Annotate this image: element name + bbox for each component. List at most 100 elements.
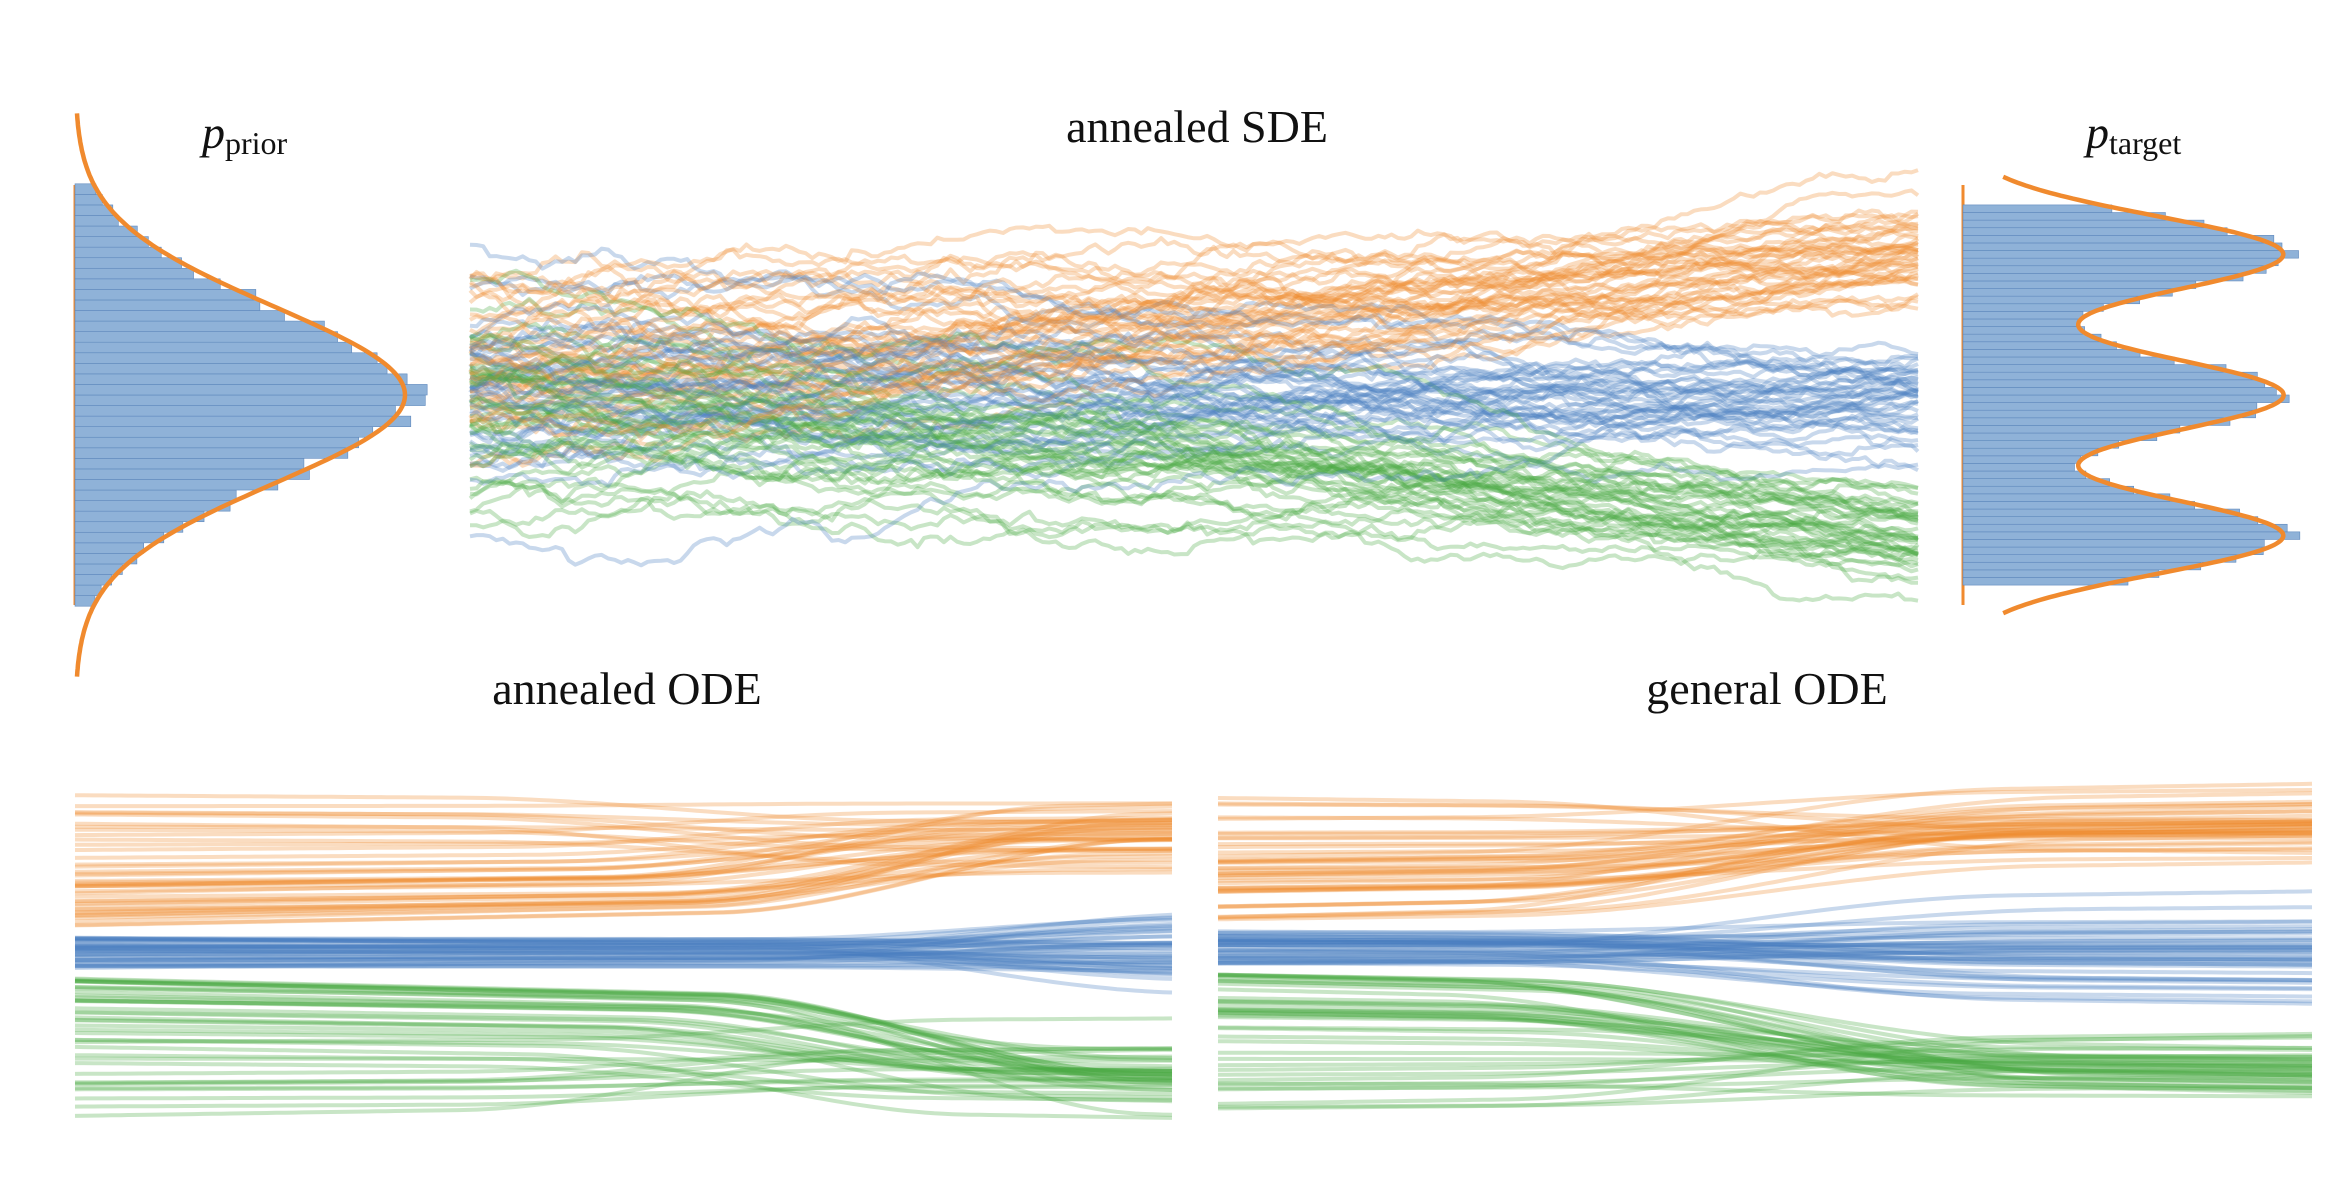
ode-trajectory — [1217, 823, 2313, 920]
sde-trajectory — [469, 400, 1919, 448]
sde-trajectory — [469, 394, 1919, 522]
sde-trajectory — [469, 410, 1918, 543]
ode-trajectory — [1217, 809, 2313, 894]
ode-trajectory — [74, 935, 1173, 995]
sde-trajectory — [468, 239, 1919, 315]
ode-trajectory — [1218, 943, 2312, 950]
sde-trajectory — [468, 315, 1919, 378]
target-histogram-bar — [1962, 257, 2279, 267]
prior-histogram-bar — [74, 331, 338, 343]
ode-trajectory — [74, 979, 1173, 1080]
ode-trajectory — [1217, 799, 2313, 862]
ode-trajectory — [74, 824, 1172, 833]
ode-trajectory — [74, 986, 1173, 1062]
target-histogram-bar — [1962, 288, 2173, 297]
ode-trajectory — [1217, 1026, 2313, 1090]
prior-title: pprior — [199, 107, 288, 161]
prior-histogram-bar — [74, 405, 396, 417]
sde-trajectory — [469, 353, 1920, 542]
sde-trajectory — [469, 245, 1919, 408]
ode-trajectory — [1218, 822, 2313, 836]
sde-trajectory — [469, 490, 1919, 571]
ode-trajectory — [74, 831, 1173, 908]
ode-trajectory — [74, 979, 1173, 1077]
sde-trajectory — [468, 395, 1920, 553]
ode-trajectory — [74, 847, 1172, 885]
sde-trajectory — [469, 243, 1920, 359]
target-histogram-bar — [1962, 523, 2288, 533]
sde-trajectory — [469, 247, 1919, 303]
ode-trajectory — [75, 934, 1173, 952]
ode-trajectory — [75, 938, 1173, 958]
target-histogram-bar — [1962, 387, 2277, 396]
sde-trajectory — [469, 447, 1919, 554]
sde-trajectory — [469, 242, 1919, 376]
sde-trajectory — [469, 393, 1919, 454]
ode-trajectory — [74, 825, 1173, 917]
sde-trajectories-panel — [468, 168, 1920, 603]
sde-trajectory — [468, 424, 1919, 509]
ode-trajectory — [74, 998, 1173, 1074]
sde-trajectory — [469, 358, 1919, 406]
ode-trajectory — [74, 985, 1173, 1080]
ode-trajectory — [1217, 1033, 2313, 1106]
ode-trajectory — [1218, 961, 2312, 992]
ode-trajectory — [75, 948, 1173, 976]
ode-trajectory — [1217, 819, 2313, 878]
ode-trajectory — [1218, 939, 2312, 950]
sde-trajectory — [469, 371, 1919, 563]
target-histogram-bar — [1962, 349, 2141, 358]
sde-trajectory — [468, 362, 1919, 462]
prior-density-curve — [74, 113, 408, 677]
ode-trajectory — [74, 978, 1173, 1092]
prior-histogram-bar — [74, 215, 119, 227]
ode-trajectory — [74, 838, 1173, 920]
ode-trajectory — [74, 837, 1172, 865]
ode-trajectory — [1218, 956, 2312, 999]
sde-trajectory — [469, 375, 1920, 425]
sde-trajectory — [468, 426, 1919, 543]
ode-trajectory — [1218, 943, 2312, 957]
ode-trajectory — [74, 1006, 1173, 1082]
ode-trajectory — [75, 827, 1172, 853]
ode-trajectory — [74, 985, 1173, 1061]
sde-trajectory — [468, 354, 1919, 429]
prior-histogram-bar — [74, 436, 359, 449]
sde-trajectory — [468, 388, 1919, 456]
ode-trajectory — [1217, 822, 2313, 881]
ode-trajectory — [74, 821, 1173, 870]
ode-trajectory — [1217, 819, 2313, 850]
sde-trajectory — [469, 248, 1919, 385]
ode-trajectory — [1217, 933, 2313, 967]
sde-trajectory — [469, 484, 1919, 544]
prior-histogram-bar — [74, 236, 149, 248]
ode-trajectory — [74, 817, 1173, 869]
sde-trajectory — [468, 241, 1919, 395]
general-ode-title: general ODE — [1646, 663, 1887, 714]
prior-histogram-bar — [74, 373, 408, 385]
sde-trajectory — [468, 233, 1919, 361]
ode-trajectory — [75, 812, 1172, 852]
ode-trajectory — [74, 912, 1173, 957]
sde-trajectory — [470, 376, 1919, 418]
sde-trajectory — [468, 266, 1919, 312]
ode-trajectory — [74, 857, 1173, 912]
ode-trajectory — [1217, 999, 2313, 1074]
ode-trajectory — [74, 1023, 1173, 1077]
target-histogram-bar — [1962, 250, 2299, 259]
ode-trajectory — [75, 939, 1172, 951]
ode-trajectory — [1217, 825, 2313, 886]
ode-trajectory — [74, 821, 1173, 916]
sde-trajectory — [469, 283, 1919, 340]
target-histogram-bar — [1962, 333, 2102, 343]
ode-trajectory — [1217, 801, 2313, 836]
target-histogram-bar — [1962, 204, 2113, 213]
ode-trajectory — [75, 831, 1172, 847]
ode-trajectory — [74, 998, 1173, 1073]
ode-trajectory — [74, 836, 1173, 887]
sde-trajectory — [469, 326, 1919, 539]
target-histogram-bar — [1962, 478, 2110, 487]
ode-trajectory — [75, 945, 1173, 968]
ode-trajectory — [1218, 821, 2312, 835]
ode-trajectory — [74, 816, 1173, 915]
